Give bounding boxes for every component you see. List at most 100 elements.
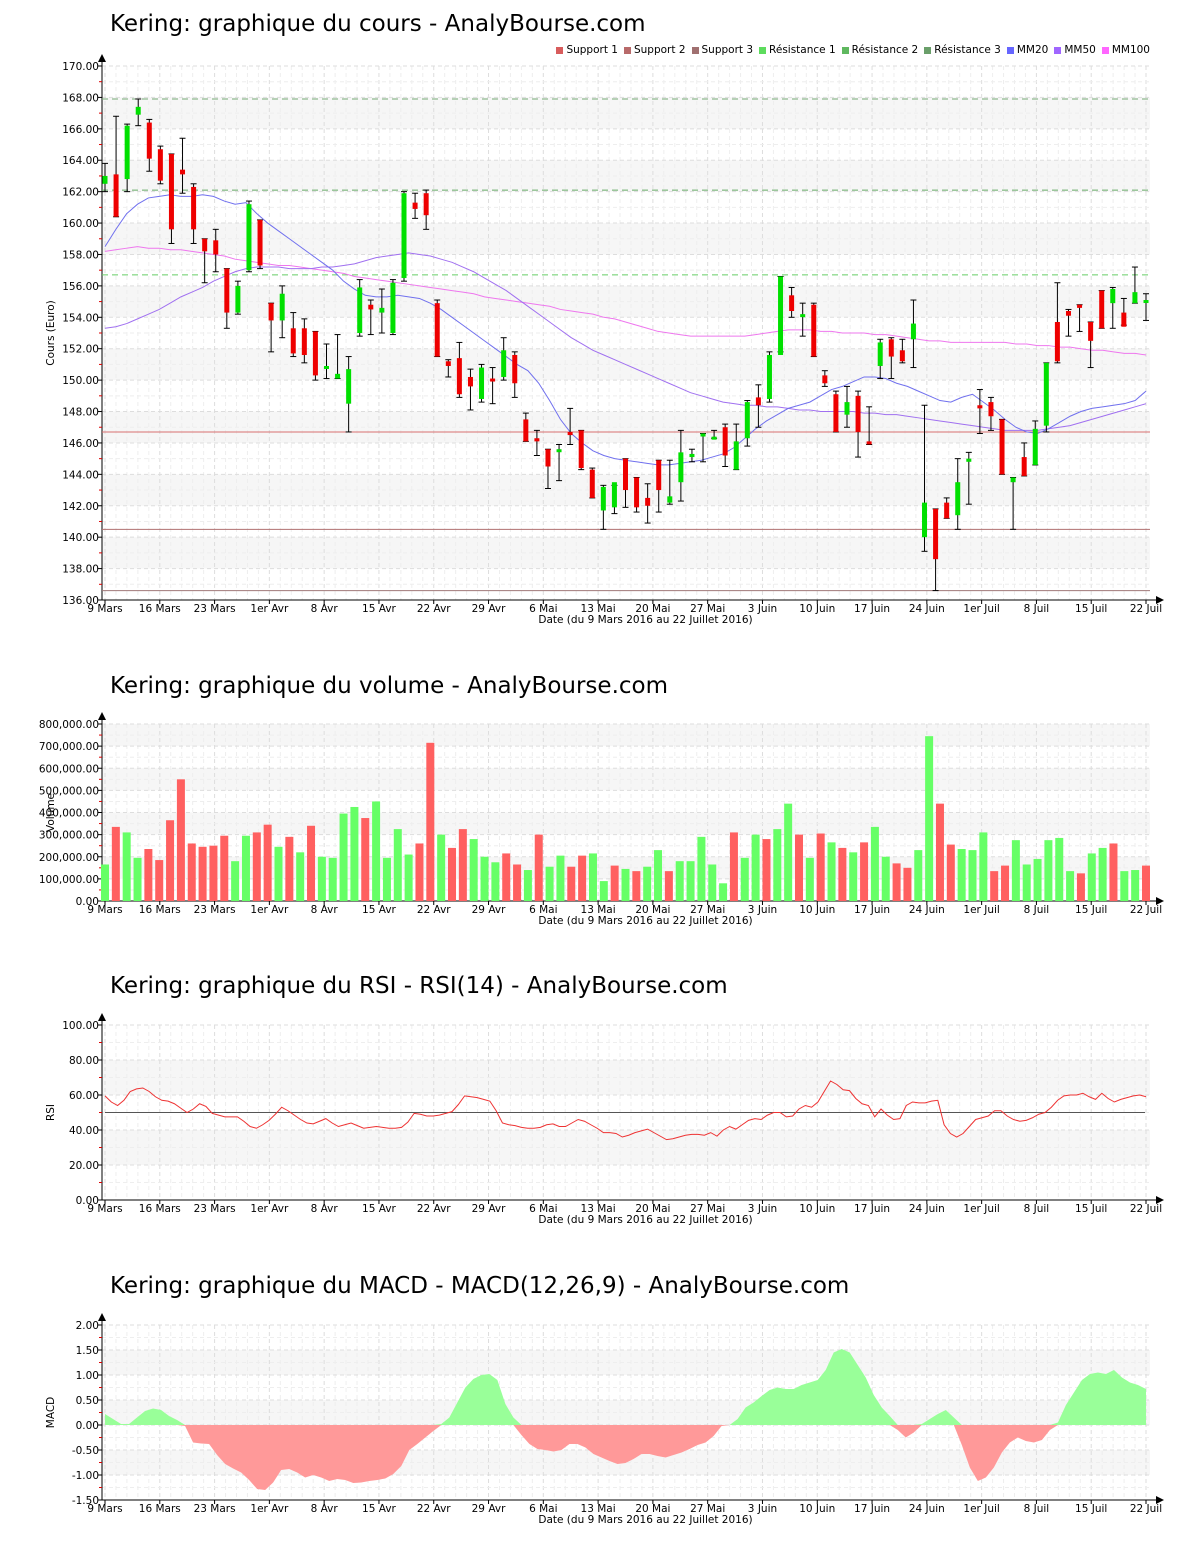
svg-text:29 Avr: 29 Avr — [472, 1203, 506, 1215]
svg-text:16 Mars: 16 Mars — [139, 1503, 181, 1515]
price-legend: Support 1 Support 2 Support 3 Résistance 1 R… — [556, 44, 1150, 56]
svg-text:140.00: 140.00 — [62, 532, 99, 544]
svg-text:1er Avr: 1er Avr — [250, 1503, 289, 1515]
svg-text:-1.00: -1.00 — [72, 1470, 99, 1482]
legend-swatch-icon — [691, 46, 699, 54]
svg-text:0.50: 0.50 — [76, 1395, 99, 1407]
svg-text:Date (du 9 Mars 2016 au 22 Jui: Date (du 9 Mars 2016 au 22 Juillet 2016) — [538, 1514, 752, 1526]
svg-text:24 Juin: 24 Juin — [909, 1203, 945, 1215]
svg-text:13 Mai: 13 Mai — [581, 1203, 616, 1215]
svg-text:15 Avr: 15 Avr — [362, 1203, 396, 1215]
svg-text:3 Juin: 3 Juin — [748, 1503, 777, 1515]
legend-item: Résistance 2 — [841, 44, 919, 56]
svg-text:8 Juil: 8 Juil — [1024, 904, 1050, 916]
svg-text:1er Juil: 1er Juil — [963, 904, 999, 916]
svg-text:15 Avr: 15 Avr — [362, 904, 396, 916]
svg-text:0.00: 0.00 — [76, 896, 99, 908]
svg-text:27 Mai: 27 Mai — [690, 1203, 725, 1215]
svg-text:158.00: 158.00 — [62, 249, 99, 261]
svg-text:16 Mars: 16 Mars — [139, 1203, 181, 1215]
svg-text:60.00: 60.00 — [69, 1090, 99, 1102]
svg-text:10 Juin: 10 Juin — [799, 904, 835, 916]
svg-text:156.00: 156.00 — [62, 281, 99, 293]
legend-label: Résistance 2 — [851, 44, 919, 56]
svg-text:23 Mars: 23 Mars — [194, 904, 236, 916]
svg-text:24 Juin: 24 Juin — [909, 603, 945, 615]
svg-text:RSI: RSI — [45, 1104, 57, 1121]
legend-item: Support 1 — [556, 44, 618, 56]
svg-text:8 Juil: 8 Juil — [1024, 1203, 1050, 1215]
legend-item: Résistance 1 — [759, 44, 836, 56]
svg-text:2.00: 2.00 — [76, 1320, 99, 1332]
legend-item: MM50 — [1054, 44, 1096, 56]
svg-text:1er Avr: 1er Avr — [250, 904, 289, 916]
svg-text:168.00: 168.00 — [62, 92, 99, 104]
svg-text:1er Juil: 1er Juil — [963, 1503, 999, 1515]
svg-text:160.00: 160.00 — [62, 218, 99, 230]
svg-text:146.00: 146.00 — [62, 438, 99, 450]
macd-chart-title: Kering: graphique du MACD - MACD(12,26,9… — [110, 1273, 850, 1299]
svg-text:17 Juin: 17 Juin — [854, 603, 890, 615]
legend-item: Résistance 3 — [924, 44, 1001, 56]
svg-text:6 Mai: 6 Mai — [529, 1203, 557, 1215]
svg-text:22 Avr: 22 Avr — [417, 1203, 451, 1215]
svg-text:15 Juil: 15 Juil — [1075, 904, 1107, 916]
svg-text:Date (du 9 Mars 2016 au 22 Jui: Date (du 9 Mars 2016 au 22 Juillet 2016) — [538, 614, 752, 626]
svg-text:700,000.00: 700,000.00 — [39, 741, 99, 753]
volume-chart-title: Kering: graphique du volume - AnalyBours… — [110, 673, 668, 699]
legend-item: Support 3 — [691, 44, 754, 56]
svg-text:22 Juil: 22 Juil — [1130, 904, 1162, 916]
legend-label: Support 2 — [633, 44, 686, 56]
svg-text:3 Juin: 3 Juin — [748, 603, 777, 615]
svg-text:8 Juil: 8 Juil — [1024, 603, 1050, 615]
svg-text:Volume: Volume — [45, 793, 57, 832]
svg-text:200,000.00: 200,000.00 — [39, 852, 99, 864]
legend-item: MM20 — [1006, 44, 1049, 56]
svg-text:144.00: 144.00 — [62, 469, 99, 481]
svg-text:16 Mars: 16 Mars — [139, 904, 181, 916]
svg-text:3 Juin: 3 Juin — [748, 904, 777, 916]
svg-text:24 Juin: 24 Juin — [909, 904, 945, 916]
svg-text:13 Mai: 13 Mai — [581, 603, 616, 615]
svg-text:152.00: 152.00 — [62, 344, 99, 356]
svg-text:9 Mars: 9 Mars — [87, 1203, 122, 1215]
svg-text:40.00: 40.00 — [69, 1125, 99, 1137]
svg-text:20.00: 20.00 — [69, 1160, 99, 1172]
svg-text:138.00: 138.00 — [62, 564, 99, 576]
svg-text:27 Mai: 27 Mai — [690, 904, 725, 916]
volume-bar-chart: 0.00 100,000.00 200,000.00 300,000.00 400,00… — [39, 712, 1164, 927]
svg-text:9 Mars: 9 Mars — [87, 603, 122, 615]
svg-text:20 Mai: 20 Mai — [635, 1203, 670, 1215]
svg-text:23 Mars: 23 Mars — [194, 1203, 236, 1215]
svg-text:500,000.00: 500,000.00 — [39, 785, 99, 797]
svg-text:9 Mars: 9 Mars — [87, 1503, 122, 1515]
svg-text:162.00: 162.00 — [62, 187, 99, 199]
svg-text:15 Juil: 15 Juil — [1075, 1503, 1107, 1515]
svg-text:3 Juin: 3 Juin — [748, 1203, 777, 1215]
legend-label: Support 3 — [701, 44, 754, 56]
svg-text:15 Avr: 15 Avr — [362, 1503, 396, 1515]
svg-text:600,000.00: 600,000.00 — [39, 763, 99, 775]
svg-text:80.00: 80.00 — [69, 1055, 99, 1067]
svg-text:22 Juil: 22 Juil — [1130, 1503, 1162, 1515]
svg-text:166.00: 166.00 — [62, 124, 99, 136]
svg-text:27 Mai: 27 Mai — [690, 1503, 725, 1515]
volume-chart-panel: Kering: graphique du volume - AnalyBours… — [39, 673, 1164, 927]
svg-text:1er Juil: 1er Juil — [963, 603, 999, 615]
legend-label: MM20 — [1016, 44, 1049, 56]
legend-swatch-icon — [841, 46, 849, 54]
legend-swatch-icon — [556, 46, 564, 54]
svg-text:24 Juin: 24 Juin — [909, 1503, 945, 1515]
svg-text:800,000.00: 800,000.00 — [39, 719, 99, 731]
svg-text:1er Avr: 1er Avr — [250, 1203, 289, 1215]
rsi-chart-panel: Kering: graphique du RSI - RSI(14) - Ana… — [45, 973, 1164, 1226]
svg-text:100.00: 100.00 — [62, 1020, 99, 1032]
legend-swatch-icon — [924, 46, 932, 54]
svg-text:6 Mai: 6 Mai — [529, 1503, 557, 1515]
svg-text:136.00: 136.00 — [62, 595, 99, 607]
price-chart-panel: Kering: graphique du cours - AnalyBourse… — [0, 0, 1200, 640]
svg-text:17 Juin: 17 Juin — [854, 1203, 890, 1215]
svg-text:15 Juil: 15 Juil — [1075, 1203, 1107, 1215]
rsi-line-chart: 0.00 20.00 40.00 60.00 80.00 100.00 9 Mars 16 M… — [45, 1013, 1164, 1226]
svg-text:8 Avr: 8 Avr — [311, 603, 339, 615]
